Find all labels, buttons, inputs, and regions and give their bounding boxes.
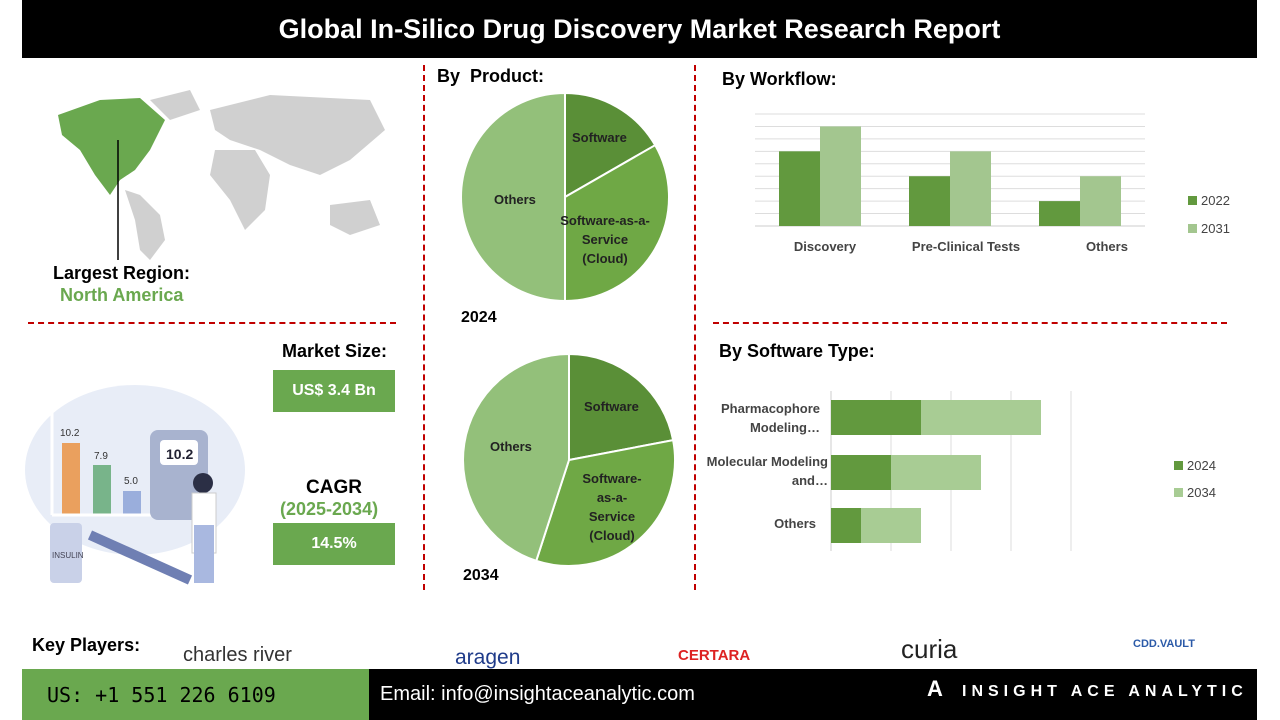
market-size-value: US$ 3.4 Bn [273,370,395,412]
bar-2024 [831,455,891,490]
legend-item: 2031 [1188,221,1230,236]
pie-label: Software-as-a-Service (Cloud) [582,471,642,543]
product-title: By Product: [437,66,545,86]
legend-label: 2031 [1201,221,1230,236]
bar-2031 [1080,176,1121,226]
workflow-title: By Workflow: [722,69,837,89]
y-tick-label: Others [774,516,816,531]
illus-bar-label: 7.9 [94,451,108,462]
bar-2034 [891,455,981,490]
legend-swatch [1174,461,1183,470]
world-map [58,90,385,260]
logo-curia: curia [901,634,958,664]
logo-aragen: aragen [455,646,521,669]
divider [694,65,696,590]
pie-slice [462,352,570,563]
x-tick-label: Pre-Clinical Tests [911,239,1021,254]
y-tick-label: Pharmacophore Modeling… [721,401,820,435]
cagr-value: 14.5% [273,523,395,565]
largest-region-label: Largest Region: [53,263,191,283]
legend-item: 2024 [1174,458,1216,473]
bar-2031 [950,151,991,226]
illus-bar-label: 10.2 [60,428,80,439]
legend-label: 2024 [1187,458,1216,473]
divider [423,65,425,590]
pie-slice [460,91,566,303]
bar-2022 [909,176,950,226]
legend-swatch [1174,488,1183,497]
key-players-label: Key Players: [32,635,141,655]
pie-label: Software [572,130,627,145]
divider [713,322,1227,324]
footer-brand: INSIGHT ACE ANALYTIC [962,683,1248,700]
bar-2024 [831,508,861,543]
pie-label: Others [490,439,532,454]
insulin-illustration [25,385,245,585]
pie-slice [564,143,670,303]
pie-slice [534,438,676,567]
pie-label: Software-as-a-Service (Cloud) [560,213,650,266]
report-title: Global In-Silico Drug Discovery Market R… [22,0,1257,58]
pie-slice [564,91,657,199]
footer-email[interactable]: Email: info@insightaceanalytic.com [380,683,695,705]
x-tick-label: Others [1086,239,1128,254]
bar-2024 [831,400,921,435]
pie-year: 2024 [461,309,497,326]
software-type-title: By Software Type: [719,341,875,361]
legend-label: 2034 [1187,485,1216,500]
bar-2034 [921,400,1041,435]
cagr-period: (2025-2034) [280,499,379,519]
bar-2022 [779,151,820,226]
legend-label: 2022 [1201,193,1230,208]
legend-item: 2034 [1174,485,1216,500]
illus-bar-label: 5.0 [124,476,138,487]
divider [28,322,396,324]
workflow-bar-chart [755,113,1145,227]
legend-item: 2022 [1188,193,1230,208]
vial-label: INSULIN [52,551,84,560]
bar-2031 [820,126,861,226]
pie-label: Software [584,399,639,414]
y-tick-label: Molecular Modeling and… [706,454,828,488]
brand-logo-icon: A [927,676,943,701]
logo-certara: CERTARA [678,647,751,664]
market-size-label: Market Size: [282,341,388,361]
legend-swatch [1188,196,1197,205]
bar-2034 [861,508,921,543]
logo-cdd-vault: CDD.VAULT [1133,638,1195,650]
pie-label: Others [494,192,536,207]
x-tick-label: Discovery [793,239,857,254]
largest-region-value: North America [60,285,184,305]
footer-bar [369,669,1257,720]
legend-swatch [1188,224,1197,233]
meter-reading: 10.2 [166,446,194,462]
footer-phone: US: +1 551 226 6109 [22,669,369,720]
logo-charles-river: charles river [183,644,292,666]
pie-year: 2034 [463,567,499,584]
pie-slice [568,352,675,462]
software-type-bar-chart [830,391,1072,551]
bar-2022 [1039,201,1080,226]
cagr-label: CAGR [306,477,362,498]
product-pie-charts [460,91,676,567]
